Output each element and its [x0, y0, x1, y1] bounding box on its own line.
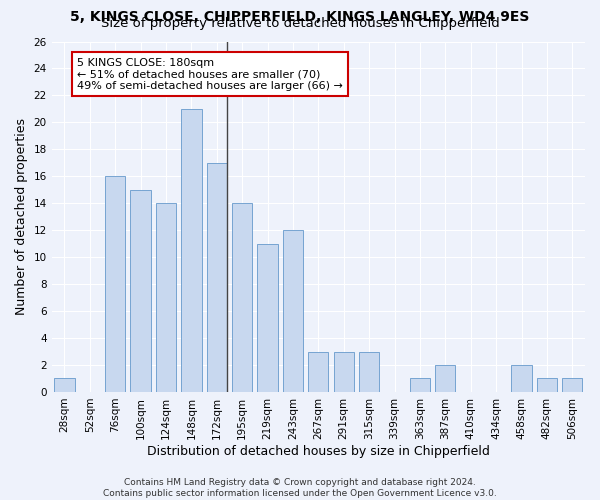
- Text: 5 KINGS CLOSE: 180sqm
← 51% of detached houses are smaller (70)
49% of semi-deta: 5 KINGS CLOSE: 180sqm ← 51% of detached …: [77, 58, 343, 91]
- Bar: [130, 190, 151, 392]
- Bar: [511, 365, 532, 392]
- X-axis label: Distribution of detached houses by size in Chipperfield: Distribution of detached houses by size …: [147, 444, 490, 458]
- Bar: [308, 352, 328, 392]
- Bar: [257, 244, 278, 392]
- Bar: [54, 378, 74, 392]
- Bar: [537, 378, 557, 392]
- Text: Contains HM Land Registry data © Crown copyright and database right 2024.
Contai: Contains HM Land Registry data © Crown c…: [103, 478, 497, 498]
- Bar: [562, 378, 583, 392]
- Bar: [181, 109, 202, 392]
- Bar: [410, 378, 430, 392]
- Text: 5, KINGS CLOSE, CHIPPERFIELD, KINGS LANGLEY, WD4 9ES: 5, KINGS CLOSE, CHIPPERFIELD, KINGS LANG…: [70, 10, 530, 24]
- Bar: [105, 176, 125, 392]
- Bar: [206, 163, 227, 392]
- Bar: [283, 230, 303, 392]
- Bar: [232, 204, 253, 392]
- Bar: [359, 352, 379, 392]
- Bar: [435, 365, 455, 392]
- Y-axis label: Number of detached properties: Number of detached properties: [15, 118, 28, 315]
- Bar: [156, 204, 176, 392]
- Text: Size of property relative to detached houses in Chipperfield: Size of property relative to detached ho…: [101, 18, 499, 30]
- Bar: [334, 352, 354, 392]
